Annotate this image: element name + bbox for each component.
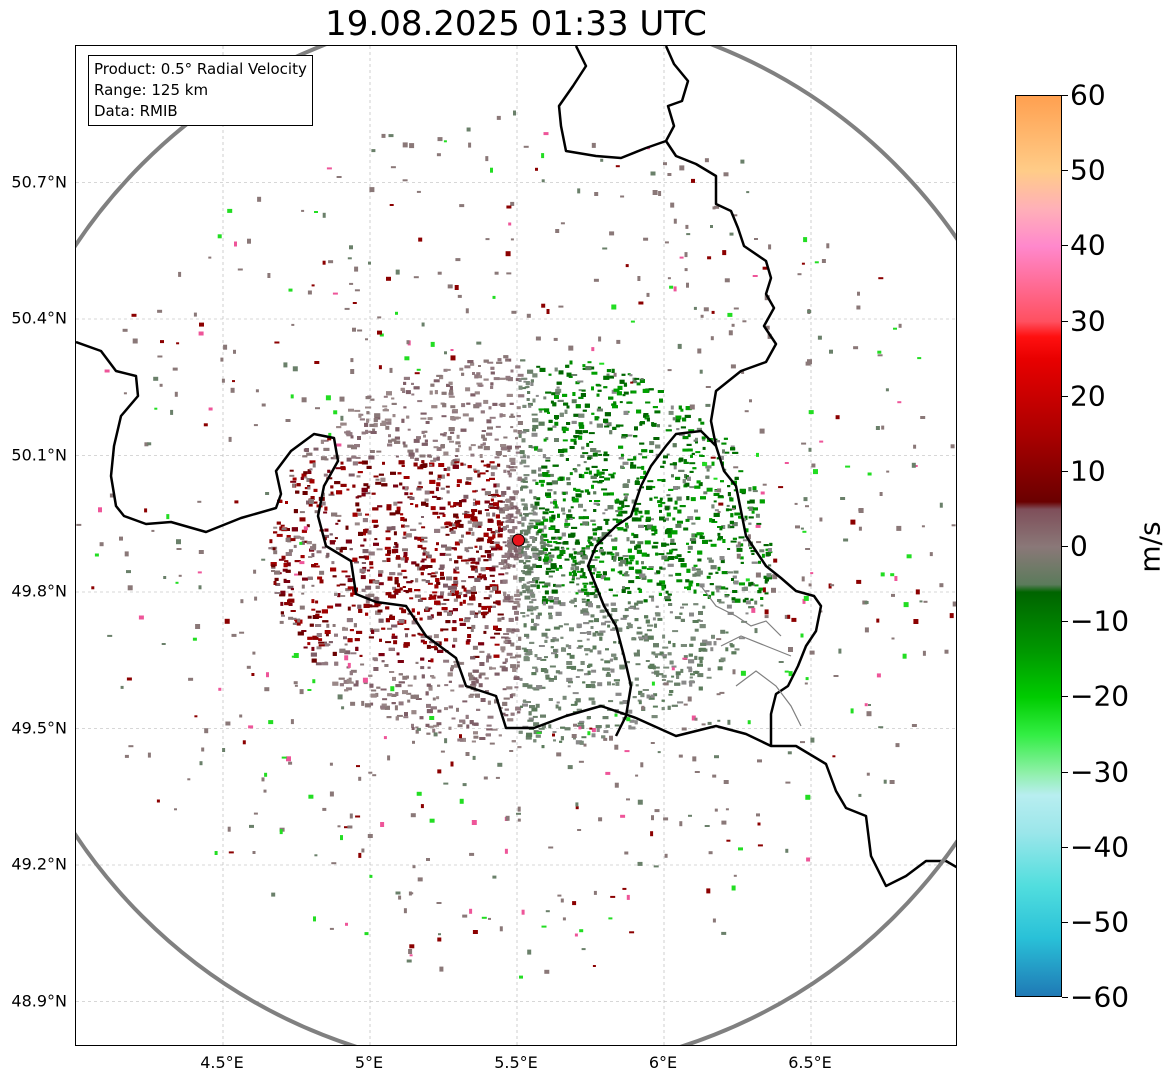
latitude-tick-label: 48.9°N [11, 991, 67, 1010]
colorbar-tick-label: −30 [1070, 755, 1130, 788]
longitude-tick-label: 5.5°E [494, 1053, 538, 1072]
data-source-label: Data: RMIB [94, 102, 178, 120]
longitude-tick-label: 4.5°E [200, 1053, 244, 1072]
country-border [557, 46, 667, 160]
colorbar-tick-mark [1062, 395, 1068, 397]
range-label: Range: 125 km [94, 81, 209, 99]
region-border [700, 585, 782, 637]
country-borders [76, 46, 956, 888]
velocity-colorbar [1015, 95, 1062, 997]
colorbar-tick-mark [1062, 245, 1068, 247]
latitude-tick-label: 49.5°N [11, 718, 67, 737]
colorbar-tick-mark [1062, 997, 1068, 998]
colorbar-tick-mark [1062, 696, 1068, 698]
colorbar-tick-mark [1062, 320, 1068, 322]
colorbar-tick-label: 30 [1070, 304, 1106, 337]
radar-map-canvas [76, 46, 956, 1045]
colorbar-gradient [1016, 96, 1061, 996]
colorbar-tick-label: −10 [1070, 604, 1130, 638]
colorbar-tick-label: 60 [1070, 78, 1106, 112]
colorbar-tick-mark [1062, 771, 1068, 773]
colorbar-tick-label: −50 [1070, 905, 1130, 939]
latitude-tick-label: 49.8°N [11, 581, 67, 601]
region-border [720, 635, 792, 657]
latitude-tick-label: 49.2°N [11, 854, 67, 874]
latitude-tick-label: 50.7°N [11, 172, 67, 191]
colorbar-tick-label: −60 [1070, 980, 1130, 1014]
colorbar-tick-mark [1062, 546, 1068, 547]
colorbar-tick-mark [1062, 621, 1068, 623]
product-info-box: Product: 0.5° Radial Velocity Range: 125… [88, 55, 313, 126]
colorbar-tick-mark [1062, 95, 1068, 96]
colorbar-tick-mark [1062, 170, 1068, 172]
latitude-tick-label: 50.1°N [11, 445, 67, 464]
country-border [76, 340, 956, 888]
country-border [664, 46, 778, 447]
colorbar-tick-label: 10 [1070, 454, 1106, 488]
country-border [586, 429, 823, 746]
map-title: 19.08.2025 01:33 UTC [325, 4, 707, 44]
colorbar-tick-label: 20 [1070, 379, 1106, 413]
longitude-tick-label: 6.5°E [788, 1053, 832, 1072]
radar-site-marker[interactable] [511, 533, 525, 547]
colorbar-label: m/s [1133, 521, 1167, 573]
colorbar-tick-mark [1062, 470, 1068, 472]
radar-map[interactable] [75, 45, 957, 1046]
latitude-tick-label: 50.4°N [11, 308, 67, 328]
colorbar-tick-mark [1062, 846, 1068, 848]
longitude-tick-label: 5°E [354, 1053, 384, 1072]
longitude-tick-label: 6°E [648, 1053, 678, 1072]
region-border [735, 670, 802, 727]
colorbar-tick-label: 50 [1070, 153, 1106, 187]
colorbar-tick-label: −20 [1070, 679, 1130, 713]
colorbar-tick-label: 40 [1070, 228, 1106, 262]
colorbar-tick-label: −40 [1070, 830, 1130, 864]
product-label: Product: 0.5° Radial Velocity [94, 60, 307, 78]
colorbar-tick-label: 0 [1070, 529, 1088, 563]
colorbar-tick-mark [1062, 921, 1068, 923]
